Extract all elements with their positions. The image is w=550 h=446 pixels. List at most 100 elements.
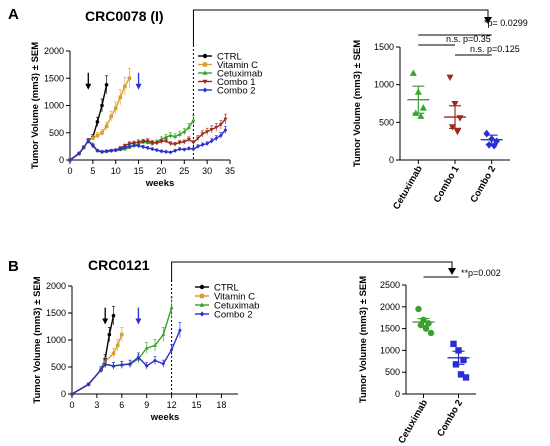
data-point — [209, 128, 214, 132]
data-point — [178, 328, 182, 333]
data-point — [451, 100, 459, 108]
data-point — [182, 140, 187, 145]
series-ctrl — [70, 305, 116, 396]
data-point — [460, 356, 467, 364]
data-point — [103, 362, 107, 367]
data-point — [446, 74, 454, 81]
legend-item: Combo 2 — [195, 310, 253, 321]
data-point — [113, 106, 118, 111]
legend-item: Cetuximab — [195, 301, 259, 312]
y-axis-label: Tumor Volume (mm3) ± SEM — [32, 276, 43, 403]
data-point — [186, 137, 191, 142]
x-tick-label: 15 — [191, 400, 201, 410]
x-tick-label: 3 — [94, 400, 99, 410]
data-point — [182, 129, 187, 134]
data-point — [111, 363, 116, 369]
data-point — [95, 133, 100, 138]
y-tick-label: 500 — [51, 362, 66, 372]
series-cetuximab — [70, 296, 174, 396]
y-axis-label: Tumor Volume (mm3) ± SEM — [358, 276, 369, 403]
data-point — [118, 146, 123, 152]
annotation-pvalue: *p= 0.0299 — [484, 18, 528, 28]
x-tick-label: Combo 2 — [435, 398, 465, 439]
y-tick-label: 500 — [49, 128, 64, 138]
data-point — [223, 117, 228, 122]
data-point — [123, 145, 127, 150]
y-tick-label: 500 — [379, 117, 394, 127]
data-point — [177, 132, 182, 136]
data-point — [150, 141, 155, 145]
x-tick-label: 18 — [216, 400, 226, 410]
data-point — [95, 148, 100, 153]
data-point — [483, 129, 490, 138]
y-tick-label: 1000 — [380, 345, 400, 355]
data-point — [485, 141, 493, 149]
y-tick-label: 2000 — [44, 46, 64, 56]
data-point — [182, 147, 187, 152]
data-point — [154, 141, 159, 146]
legend-label: Vitamin C — [217, 60, 258, 71]
legend-label: CTRL — [217, 52, 242, 63]
treatment-start-arrow — [135, 307, 142, 325]
data-point — [456, 115, 464, 122]
connector-line-b — [171, 261, 453, 282]
data-point — [422, 325, 430, 332]
data-point — [168, 133, 173, 137]
data-point — [136, 143, 141, 148]
data-point — [127, 142, 132, 146]
data-point — [128, 361, 132, 366]
data-point — [177, 141, 182, 145]
data-point — [99, 367, 103, 372]
data-point — [164, 139, 168, 144]
arrow-head — [135, 318, 142, 325]
legend-item: CTRL — [195, 283, 239, 294]
data-point — [109, 114, 113, 119]
annotation-pvalue: n.s. p=0.125 — [470, 44, 520, 54]
panel-label: A — [8, 6, 19, 23]
data-point — [81, 145, 86, 150]
data-point — [169, 305, 174, 310]
series-line — [71, 307, 173, 395]
legend-marker — [199, 302, 205, 307]
legend-item: Combo 1 — [198, 77, 256, 88]
data-point — [100, 103, 104, 108]
data-point — [457, 371, 465, 378]
data-point — [219, 133, 223, 138]
data-point — [104, 124, 109, 129]
y-tick-label: 1500 — [46, 308, 66, 318]
x-tick-label: 10 — [111, 166, 121, 176]
y-tick-label: 500 — [385, 367, 400, 377]
data-point — [115, 343, 120, 348]
x-tick-label: 30 — [202, 166, 212, 176]
data-point — [161, 361, 166, 366]
data-point — [155, 148, 159, 153]
legend-marker — [199, 293, 205, 299]
annotation-pvalue: n.s. p=0.35 — [446, 34, 491, 44]
x-tick-label: 25 — [179, 166, 189, 176]
data-point — [95, 120, 100, 124]
y-tick-label: 2000 — [380, 302, 400, 312]
data-point — [214, 136, 219, 141]
data-point — [223, 127, 228, 133]
series-line — [71, 334, 123, 395]
data-point — [70, 391, 74, 397]
x-tick-label: 12 — [167, 400, 177, 410]
arrow-head — [85, 83, 92, 90]
data-point — [164, 149, 168, 154]
x-tick-label: 35 — [225, 166, 235, 176]
series-line — [69, 129, 226, 161]
data-point — [409, 69, 417, 76]
data-point — [173, 134, 178, 139]
legend-marker — [199, 284, 205, 290]
data-point — [145, 139, 150, 144]
series-line — [69, 84, 108, 161]
legend-label: Vitamin C — [214, 292, 255, 303]
series-combo-2 — [68, 126, 228, 163]
data-point — [144, 345, 149, 350]
data-point — [186, 125, 191, 129]
data-point — [86, 138, 91, 144]
data-point — [412, 109, 420, 116]
data-point — [111, 313, 116, 318]
connector-arrowhead-b — [448, 268, 456, 275]
